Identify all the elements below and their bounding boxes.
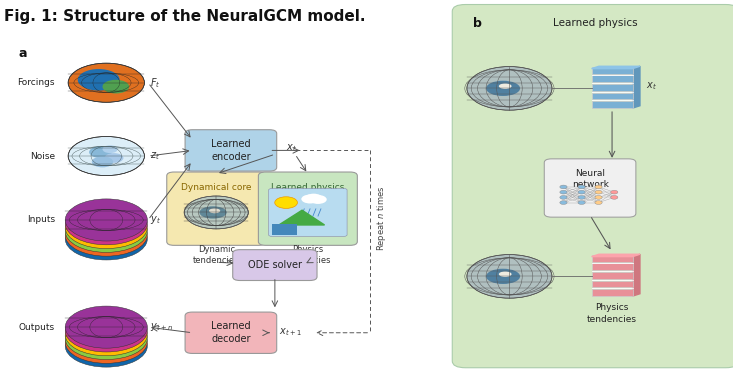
Ellipse shape xyxy=(209,208,220,213)
Circle shape xyxy=(65,310,147,352)
Circle shape xyxy=(68,136,144,176)
Ellipse shape xyxy=(498,83,512,89)
Text: Learned
encoder: Learned encoder xyxy=(211,139,251,162)
Text: $x_t$: $x_t$ xyxy=(646,80,657,92)
Text: Neural
network: Neural network xyxy=(572,169,608,190)
Ellipse shape xyxy=(486,269,520,284)
Circle shape xyxy=(65,314,147,356)
Circle shape xyxy=(65,214,147,256)
Text: Physics
tendencies: Physics tendencies xyxy=(284,244,331,265)
Circle shape xyxy=(104,153,123,163)
Circle shape xyxy=(65,321,147,363)
FancyBboxPatch shape xyxy=(258,172,358,245)
Circle shape xyxy=(309,195,327,204)
FancyBboxPatch shape xyxy=(185,312,277,353)
Text: Dynamical core: Dynamical core xyxy=(181,183,251,191)
Bar xyxy=(592,76,633,82)
Text: $y_{t+n}$: $y_{t+n}$ xyxy=(150,321,173,333)
Circle shape xyxy=(560,190,567,194)
Text: Learned physics: Learned physics xyxy=(553,18,638,28)
Text: $F_t$: $F_t$ xyxy=(150,76,161,89)
Circle shape xyxy=(467,67,552,110)
Polygon shape xyxy=(592,66,640,68)
Text: Outputs: Outputs xyxy=(19,323,55,332)
Polygon shape xyxy=(279,210,325,225)
Circle shape xyxy=(103,145,118,153)
Text: b: b xyxy=(473,17,482,30)
Bar xyxy=(592,290,633,296)
Circle shape xyxy=(65,210,147,252)
Bar xyxy=(592,272,633,279)
Circle shape xyxy=(103,80,129,94)
Circle shape xyxy=(560,201,567,205)
Text: a: a xyxy=(18,47,27,60)
Ellipse shape xyxy=(486,81,520,96)
Circle shape xyxy=(578,185,585,189)
Circle shape xyxy=(595,201,603,205)
FancyBboxPatch shape xyxy=(166,172,265,245)
Circle shape xyxy=(301,194,319,203)
Circle shape xyxy=(578,196,585,199)
Text: Learned
decoder: Learned decoder xyxy=(211,321,251,344)
Text: Learned physics: Learned physics xyxy=(271,183,345,191)
Bar xyxy=(592,264,633,270)
Circle shape xyxy=(78,69,119,91)
Bar xyxy=(271,224,297,235)
FancyBboxPatch shape xyxy=(268,189,347,236)
Bar xyxy=(592,67,633,74)
Bar xyxy=(592,281,633,287)
Bar xyxy=(592,93,633,100)
Circle shape xyxy=(184,196,248,229)
Text: Fig. 1: Structure of the NeuralGCM model.: Fig. 1: Structure of the NeuralGCM model… xyxy=(4,9,365,24)
Polygon shape xyxy=(633,254,640,296)
Text: $z_t$: $z_t$ xyxy=(150,150,161,162)
Text: Noise: Noise xyxy=(30,152,55,161)
Circle shape xyxy=(467,255,552,298)
Circle shape xyxy=(578,201,585,205)
Text: ODE solver: ODE solver xyxy=(248,260,302,270)
Circle shape xyxy=(92,156,113,167)
Ellipse shape xyxy=(498,271,512,277)
Bar xyxy=(592,255,633,262)
Circle shape xyxy=(65,306,147,348)
Circle shape xyxy=(595,190,603,194)
Circle shape xyxy=(65,206,147,249)
FancyBboxPatch shape xyxy=(452,5,733,368)
Circle shape xyxy=(65,203,147,245)
Text: $x_{t+1}$: $x_{t+1}$ xyxy=(279,326,301,338)
Circle shape xyxy=(275,197,298,208)
Text: Forcings: Forcings xyxy=(18,78,55,87)
Bar xyxy=(592,84,633,91)
Circle shape xyxy=(65,199,147,241)
Text: Physics
tendencies: Physics tendencies xyxy=(587,303,637,323)
Circle shape xyxy=(68,63,144,102)
FancyBboxPatch shape xyxy=(233,250,317,280)
Circle shape xyxy=(560,196,567,199)
FancyBboxPatch shape xyxy=(185,130,277,171)
Circle shape xyxy=(305,194,323,203)
Text: Dynamic
tendencies: Dynamic tendencies xyxy=(193,244,240,265)
Circle shape xyxy=(611,190,618,194)
Text: $x_t$: $x_t$ xyxy=(286,143,296,155)
Circle shape xyxy=(595,185,603,189)
Polygon shape xyxy=(633,66,640,108)
Circle shape xyxy=(89,146,112,158)
Text: $y_t$: $y_t$ xyxy=(150,214,161,226)
FancyBboxPatch shape xyxy=(544,159,636,217)
Circle shape xyxy=(578,190,585,194)
Circle shape xyxy=(65,218,147,260)
Circle shape xyxy=(65,325,147,367)
Bar xyxy=(592,102,633,108)
Text: Repeat $n$ times: Repeat $n$ times xyxy=(375,185,388,251)
Text: Inputs: Inputs xyxy=(27,215,55,224)
Circle shape xyxy=(611,196,618,199)
Circle shape xyxy=(560,185,567,189)
Circle shape xyxy=(595,196,603,199)
Polygon shape xyxy=(592,254,640,256)
Ellipse shape xyxy=(199,206,226,218)
Circle shape xyxy=(65,317,147,359)
